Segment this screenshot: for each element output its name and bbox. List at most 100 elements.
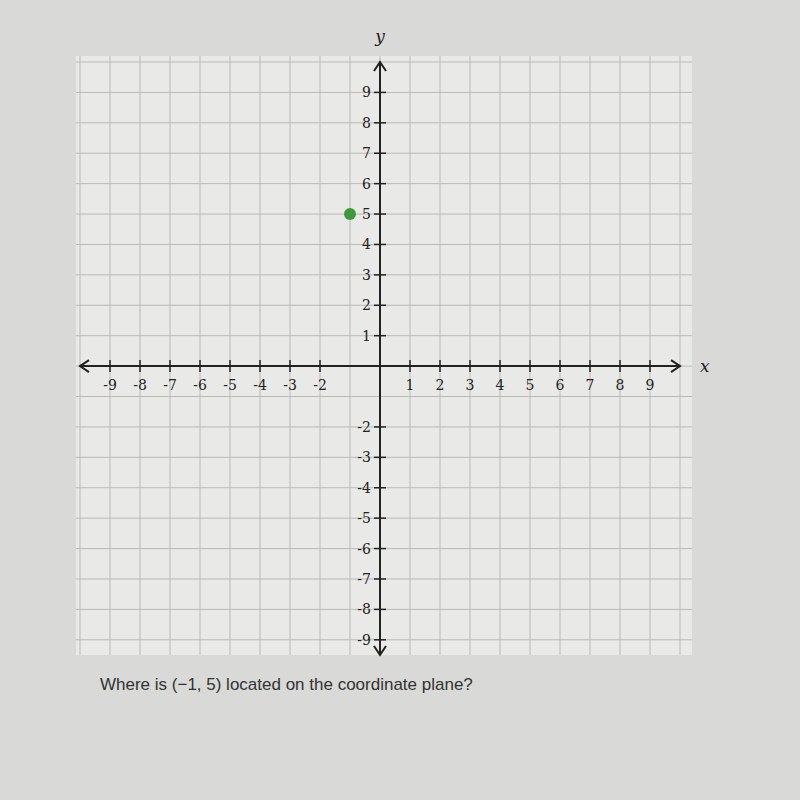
grid-line — [410, 56, 411, 655]
grid-line — [76, 457, 692, 458]
axis-arrow — [374, 646, 386, 655]
grid-line — [76, 426, 692, 427]
grid-line — [650, 56, 651, 655]
x-tick-label: -6 — [193, 377, 207, 393]
y-tick — [374, 213, 386, 215]
x-tick — [559, 360, 561, 372]
y-tick-label: 9 — [362, 84, 371, 100]
y-tick-label: -6 — [357, 541, 371, 557]
x-tick — [139, 360, 141, 372]
y-tick-label: -5 — [357, 510, 371, 526]
y-tick — [374, 152, 386, 154]
y-tick-label: 7 — [362, 145, 371, 161]
grid-line — [140, 56, 141, 655]
y-tick — [374, 426, 386, 428]
y-tick-label: -8 — [357, 601, 371, 617]
grid-line — [590, 56, 591, 655]
x-tick — [229, 360, 231, 372]
y-tick-label: -2 — [357, 419, 371, 435]
grid-line — [80, 56, 81, 655]
y-tick — [374, 305, 386, 307]
grid-line — [110, 56, 111, 655]
y-tick-label: 4 — [362, 236, 371, 252]
x-tick-label: 3 — [466, 377, 475, 393]
x-tick — [649, 360, 651, 372]
grid — [76, 56, 692, 655]
grid-line — [76, 548, 692, 549]
y-tick-label: -3 — [357, 449, 371, 465]
y-tick-label: 1 — [362, 328, 371, 344]
y-tick-label: -7 — [357, 571, 371, 587]
x-tick — [499, 360, 501, 372]
axis-arrow — [80, 360, 89, 372]
x-tick-label: 9 — [646, 377, 655, 393]
x-tick-label: -7 — [163, 377, 177, 393]
x-tick-label: -3 — [283, 377, 297, 393]
background — [0, 0, 800, 800]
x-tick — [589, 360, 591, 372]
y-tick — [374, 92, 386, 94]
y-tick — [374, 274, 386, 276]
x-tick-label: 4 — [496, 377, 505, 393]
x-tick-label: 1 — [406, 377, 415, 393]
x-tick-label: -2 — [313, 377, 327, 393]
x-tick — [439, 360, 441, 372]
y-tick — [374, 457, 386, 459]
grid-line — [470, 56, 471, 655]
x-tick-label: -4 — [253, 377, 267, 393]
grid-line — [76, 183, 692, 184]
grid-line — [76, 274, 692, 275]
points — [344, 208, 356, 220]
y-tick — [374, 183, 386, 185]
grid-line — [380, 56, 381, 655]
x-tick-label: -8 — [133, 377, 147, 393]
question-text: Where is (−1, 5) located on the coordina… — [100, 675, 473, 694]
point — [344, 208, 356, 220]
x-axis-label: x — [700, 356, 710, 376]
x-tick-label: 2 — [436, 377, 445, 393]
grid-line — [680, 56, 681, 655]
x-tick — [619, 360, 621, 372]
plot-area — [76, 56, 692, 655]
x-tick — [409, 360, 411, 372]
x-tick — [169, 360, 171, 372]
grid-line — [200, 56, 201, 655]
grid-line — [620, 56, 621, 655]
x-tick — [529, 360, 531, 372]
x-tick — [469, 360, 471, 372]
grid-line — [500, 56, 501, 655]
grid-line — [76, 153, 692, 154]
y-tick — [374, 335, 386, 337]
grid-line — [76, 122, 692, 123]
x-tick-label: -9 — [103, 377, 117, 393]
y-tick — [374, 244, 386, 246]
y-tick — [374, 639, 386, 641]
axes: -9-8-7-6-5-4-3-2123456789-9-8-7-6-5-4-3-… — [80, 62, 680, 655]
grid-line — [76, 92, 692, 93]
grid-line — [530, 56, 531, 655]
x-tick-label: 8 — [616, 377, 625, 393]
grid-line — [440, 56, 441, 655]
y-tick-label: -4 — [357, 480, 371, 496]
x-tick-label: 7 — [586, 377, 595, 393]
x-tick — [289, 360, 291, 372]
axis-arrow — [374, 62, 386, 71]
x-tick-label: 5 — [526, 377, 535, 393]
grid-line — [260, 56, 261, 655]
grid-line — [76, 396, 692, 397]
grid-line — [76, 244, 692, 245]
y-tick — [374, 609, 386, 611]
x-tick — [109, 360, 111, 372]
grid-line — [76, 214, 692, 215]
y-axis-label: y — [374, 26, 385, 46]
y-tick-label: 8 — [362, 115, 371, 131]
grid-line — [230, 56, 231, 655]
y-tick-label: 3 — [362, 267, 371, 283]
y-tick — [374, 578, 386, 580]
grid-line — [76, 366, 692, 367]
x-tick — [319, 360, 321, 372]
grid-line — [290, 56, 291, 655]
x-tick — [199, 360, 201, 372]
y-tick — [374, 548, 386, 550]
grid-line — [170, 56, 171, 655]
